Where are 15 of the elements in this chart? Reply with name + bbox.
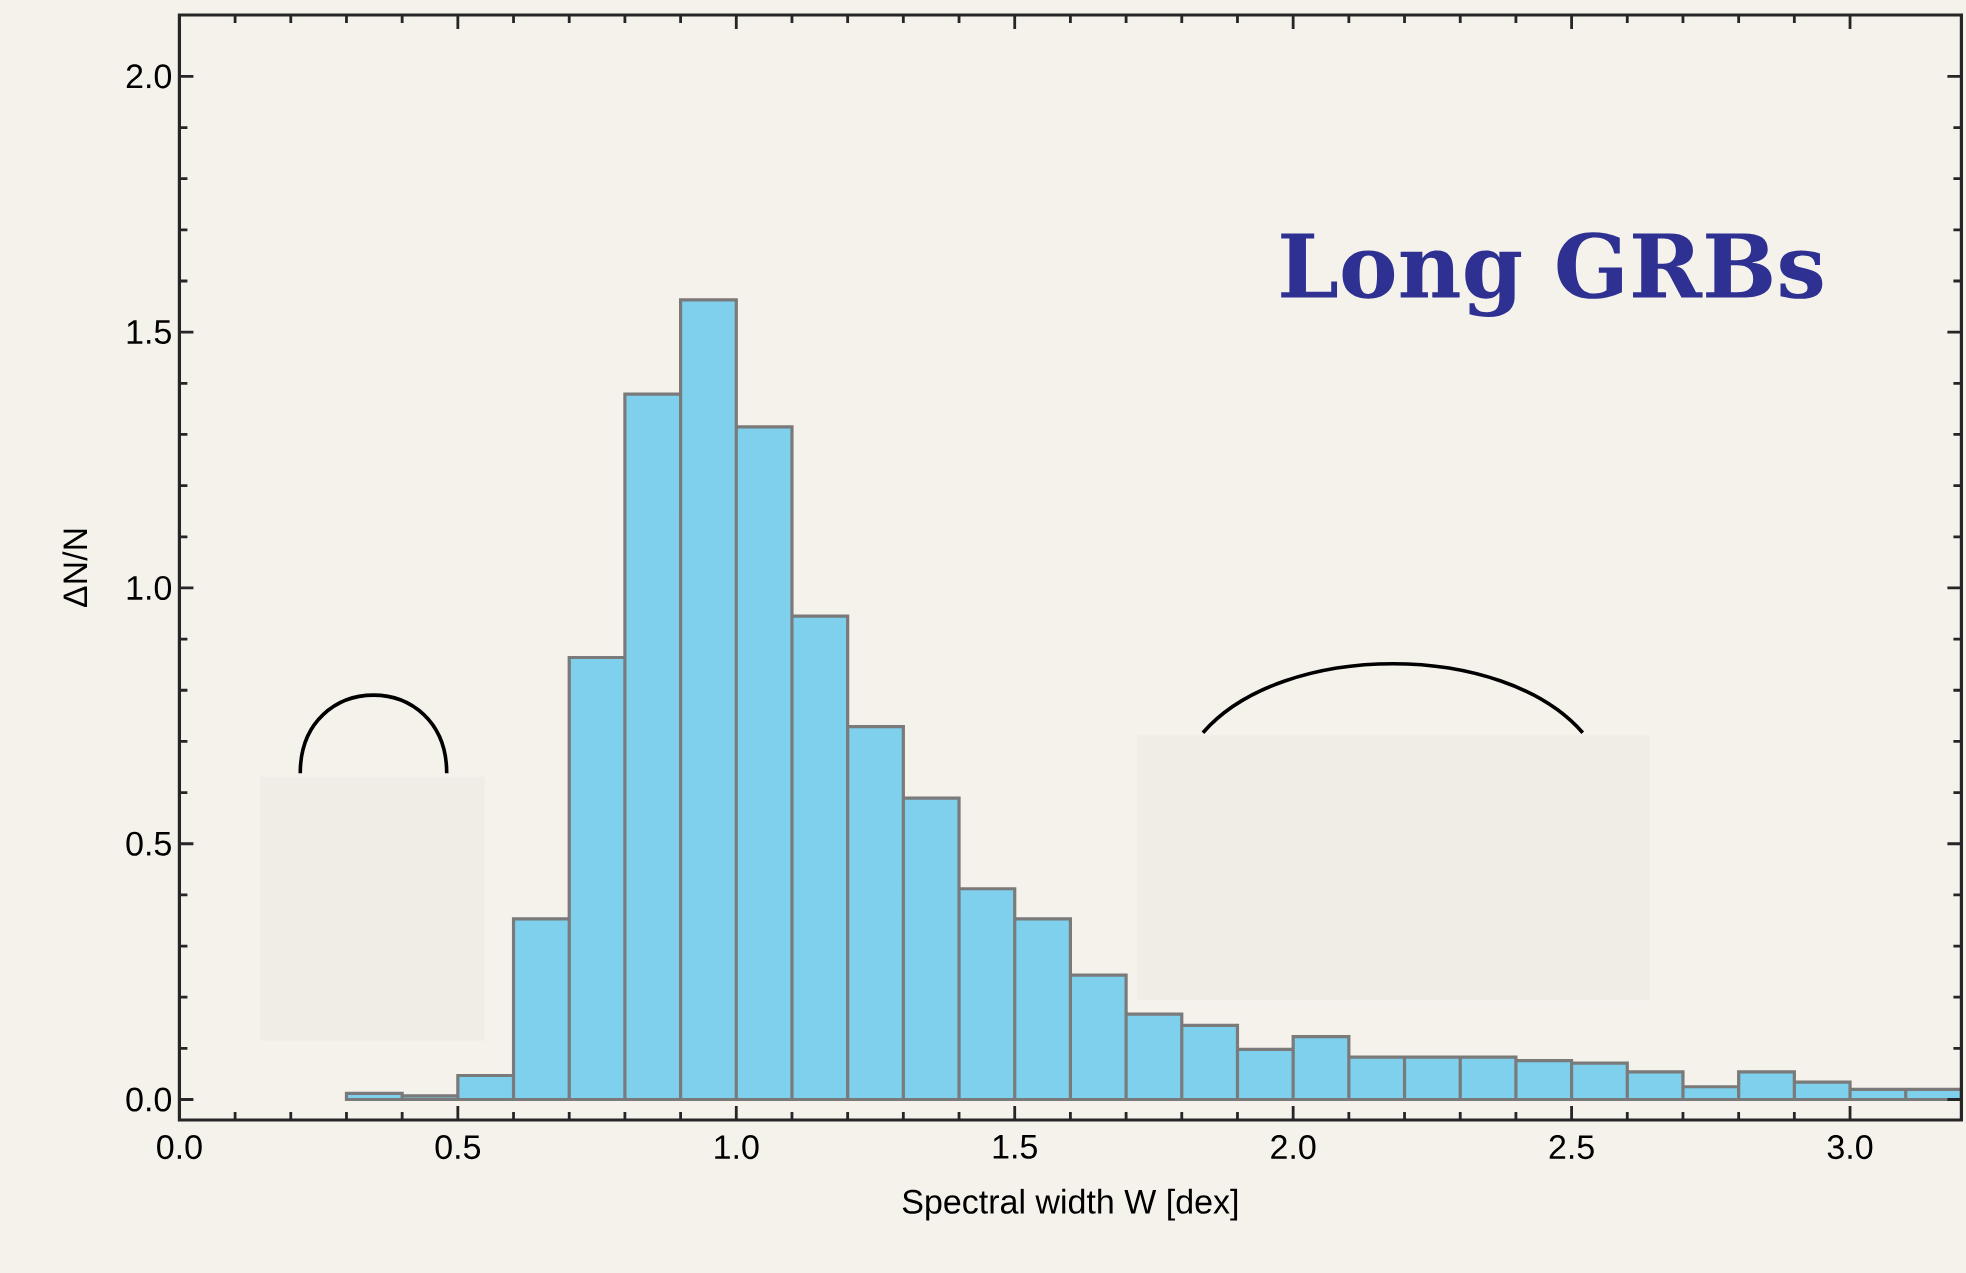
x-tick-label: 1.0 — [715, 1135, 759, 1160]
x-tick-label: 1.5 — [993, 1135, 1037, 1159]
y-tick-label: 0.0 — [126, 1087, 172, 1112]
x-tick-label: 2.5 — [1549, 1135, 1594, 1160]
annotation: Long GRBs — [1281, 232, 1823, 318]
y-axis-title: ΔN/N — [62, 529, 88, 608]
y-tick-label: 1.5 — [127, 320, 171, 345]
x-axis-title: Spectral width W [dex] — [902, 1188, 1238, 1221]
x-tick-label: 3.0 — [1827, 1135, 1873, 1160]
y-tick-label: 1.0 — [127, 575, 172, 600]
y-tick-label: 0.5 — [126, 831, 171, 856]
x-tick-label: 0.5 — [435, 1135, 481, 1160]
y-tick-label: 2.0 — [126, 64, 172, 89]
x-tick-label: 2.0 — [1271, 1135, 1316, 1160]
x-tick-label: 0.0 — [157, 1135, 202, 1160]
